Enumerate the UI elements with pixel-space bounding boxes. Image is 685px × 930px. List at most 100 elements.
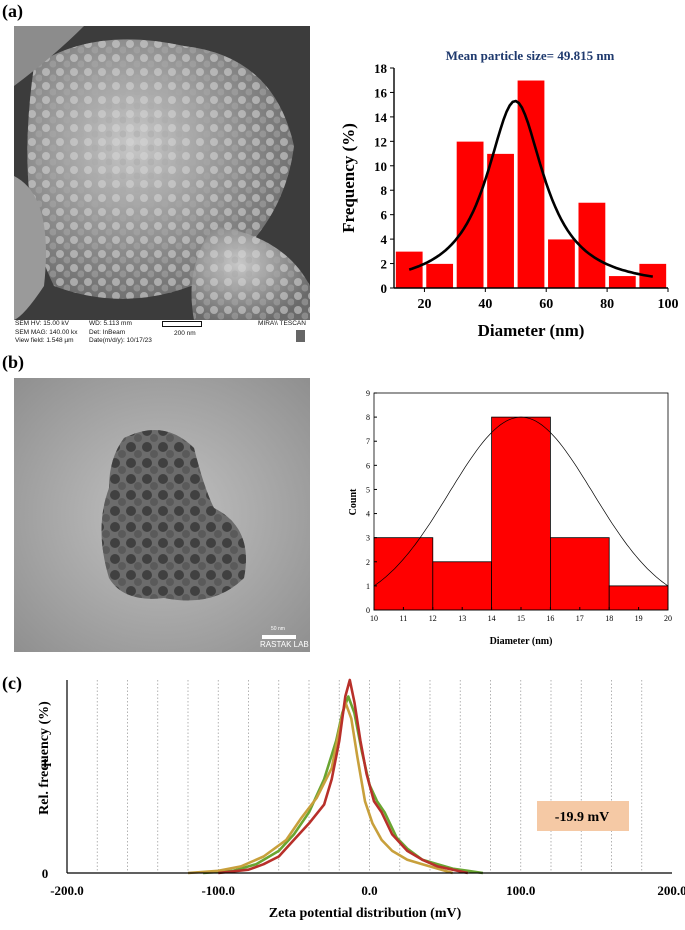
chart-c-xtick-label: -200.0 [50, 883, 84, 898]
chart-a-bar [516, 79, 545, 289]
sem-info-line: View field: 1.548 µm [15, 337, 74, 344]
chart-c-xtick-label: 200.0 [657, 883, 685, 898]
chart-b-bar [608, 585, 669, 611]
chart-b-ytick-label: 1 [366, 582, 370, 591]
chart-c-xtick-label: -100.0 [201, 883, 235, 898]
chart-a-ytick-label: 6 [381, 208, 388, 223]
chart-c-grid [96, 680, 643, 873]
chart-b-xtick-label: 17 [576, 614, 584, 623]
chart-b-bar [491, 416, 551, 611]
chart-b-xtick-label: 20 [664, 614, 672, 623]
chart-a-bar [395, 251, 424, 289]
chart-a-ytick-label: 16 [374, 85, 388, 100]
tem-watermark: RASTAK LAB [260, 640, 309, 649]
chart-a-axes: 0 2 4 6 8 10 12 14 16 18 20 40 60 80 100 [374, 61, 679, 312]
sem-info-line: WD: 5.113 mm [89, 320, 132, 327]
sem-info-line: SEM MAG: 140.00 kx [15, 328, 78, 336]
chart-b-xtick-label: 10 [370, 614, 378, 623]
chart-b-bars [373, 416, 669, 611]
chart-a-bar [577, 202, 606, 289]
chart-b-xtick-label: 14 [488, 614, 496, 623]
chart-a-xlabel: Diameter (nm) [478, 321, 585, 340]
chart-a-bar [456, 141, 485, 289]
sem-info-line: Det: InBeam [89, 328, 126, 336]
panel-label-a: (a) [2, 1, 23, 21]
tem-micrograph: 50 nm RASTAK LAB [14, 378, 310, 652]
chart-a-ytick-label: 12 [374, 134, 387, 149]
chart-c-xtick-label: 0.0 [361, 883, 377, 898]
chart-a-ytick-label: 2 [381, 257, 388, 272]
chart-a-ytick-label: 18 [374, 61, 388, 76]
chart-a-xtick-label: 20 [417, 297, 431, 312]
sem-info-line: Date(m/d/y): 10/17/23 [89, 337, 152, 344]
chart-a-xtick-label: 40 [478, 297, 492, 312]
chart-b-xtick-label: 18 [605, 614, 613, 623]
chart-c-annotation: -19.9 mV [555, 810, 609, 825]
chart-b-ytick-label: 8 [366, 413, 370, 422]
sem-scale-bar [162, 321, 202, 327]
chart-a-bars [395, 79, 667, 289]
chart-c-xtick-label: 100.0 [506, 883, 535, 898]
tem-scale-label: 50 nm [271, 626, 285, 632]
sem-info-col2: WD: 5.113 mm Det: InBeam Date(m/d/y): 10… [89, 320, 152, 346]
chart-b-bar [373, 537, 434, 611]
chart-a-ytick-label: 0 [381, 281, 388, 296]
sem-micrograph: SEM HV: 15.00 kV SEM MAG: 140.00 kx View… [14, 26, 310, 348]
chart-a-xtick-label: 100 [658, 297, 679, 312]
chart-b-ytick-label: 3 [366, 534, 370, 543]
panel-label-b: (b) [2, 352, 24, 372]
chart-b-ytick-label: 4 [366, 510, 370, 519]
chart-a-bar [608, 275, 637, 289]
chart-b-xtick-label: 16 [546, 614, 554, 623]
chart-b-ytick-label: 5 [366, 485, 370, 494]
sem-info-line: SEM HV: 15.00 kV [15, 320, 69, 327]
chart-b-xtick-label: 15 [517, 614, 525, 623]
chart-c-series-line [218, 678, 469, 875]
chart-a-bar [425, 263, 454, 289]
chart-b-fit-curve [373, 416, 669, 587]
sem-brand: MIRA\\ TESCAN [258, 320, 306, 327]
chart-a-bar [547, 238, 576, 289]
chart-a-bar [638, 263, 667, 289]
chart-c-series-line [187, 700, 454, 875]
chart-b-ytick-label: 0 [366, 606, 370, 615]
chart-b-xtick-label: 19 [635, 614, 643, 623]
chart-a-ytick-label: 14 [374, 110, 388, 125]
chart-b-ytick-label: 2 [366, 558, 370, 567]
chart-b-ytick-label: 7 [366, 437, 370, 446]
panel-label-c: (c) [2, 673, 22, 693]
chart-c-ylabel: Rel. frequency (%) [37, 701, 52, 815]
sem-logo-icon [296, 330, 305, 342]
chart-b-bar [550, 537, 610, 611]
chart-a-ytick-label: 4 [381, 232, 388, 247]
chart-a-xtick-label: 60 [539, 297, 553, 312]
chart-b-frame [373, 392, 669, 611]
chart-c-ytick-label: 0 [42, 866, 49, 881]
chart-b-ylabel: Count [348, 488, 359, 515]
sem-scale-label: 200 nm [174, 330, 196, 337]
sem-image-texture [14, 26, 310, 348]
chart-c-axes: 0 1 -200.0 -100.0 0.0 100.0 200.0 [42, 680, 685, 898]
chart-c-lines [187, 678, 484, 875]
chart-b-xtick-label: 13 [458, 614, 466, 623]
sem-info-col1: SEM HV: 15.00 kV SEM MAG: 140.00 kx View… [15, 320, 78, 346]
chart-c-ytick-label: 1 [42, 756, 49, 771]
chart-a-title: Mean particle size= 49.815 nm [446, 48, 615, 63]
chart-a-bar [486, 153, 515, 289]
chart-a-ytick-label: 8 [381, 183, 388, 198]
chart-b-xlabel: Diameter (nm) [490, 636, 553, 647]
chart-c-xlabel: Zeta potential distribution (mV) [269, 906, 462, 921]
chart-a-ytick-label: 10 [374, 159, 387, 174]
chart-a-xtick-label: 80 [600, 297, 614, 312]
chart-b-bar [432, 561, 492, 611]
chart-b-ytick-label: 9 [366, 389, 370, 398]
tem-image-texture [14, 378, 310, 652]
chart-b-xtick-label: 12 [429, 614, 437, 623]
chart-a-ylabel: Frequency (%) [339, 123, 358, 233]
chart-b-ytick-label: 6 [366, 461, 370, 470]
chart-c-series-line [203, 695, 484, 875]
chart-c-annotation-box [537, 801, 629, 831]
chart-b-xtick-label: 11 [400, 614, 408, 623]
chart-a-fit-curve [408, 99, 654, 278]
